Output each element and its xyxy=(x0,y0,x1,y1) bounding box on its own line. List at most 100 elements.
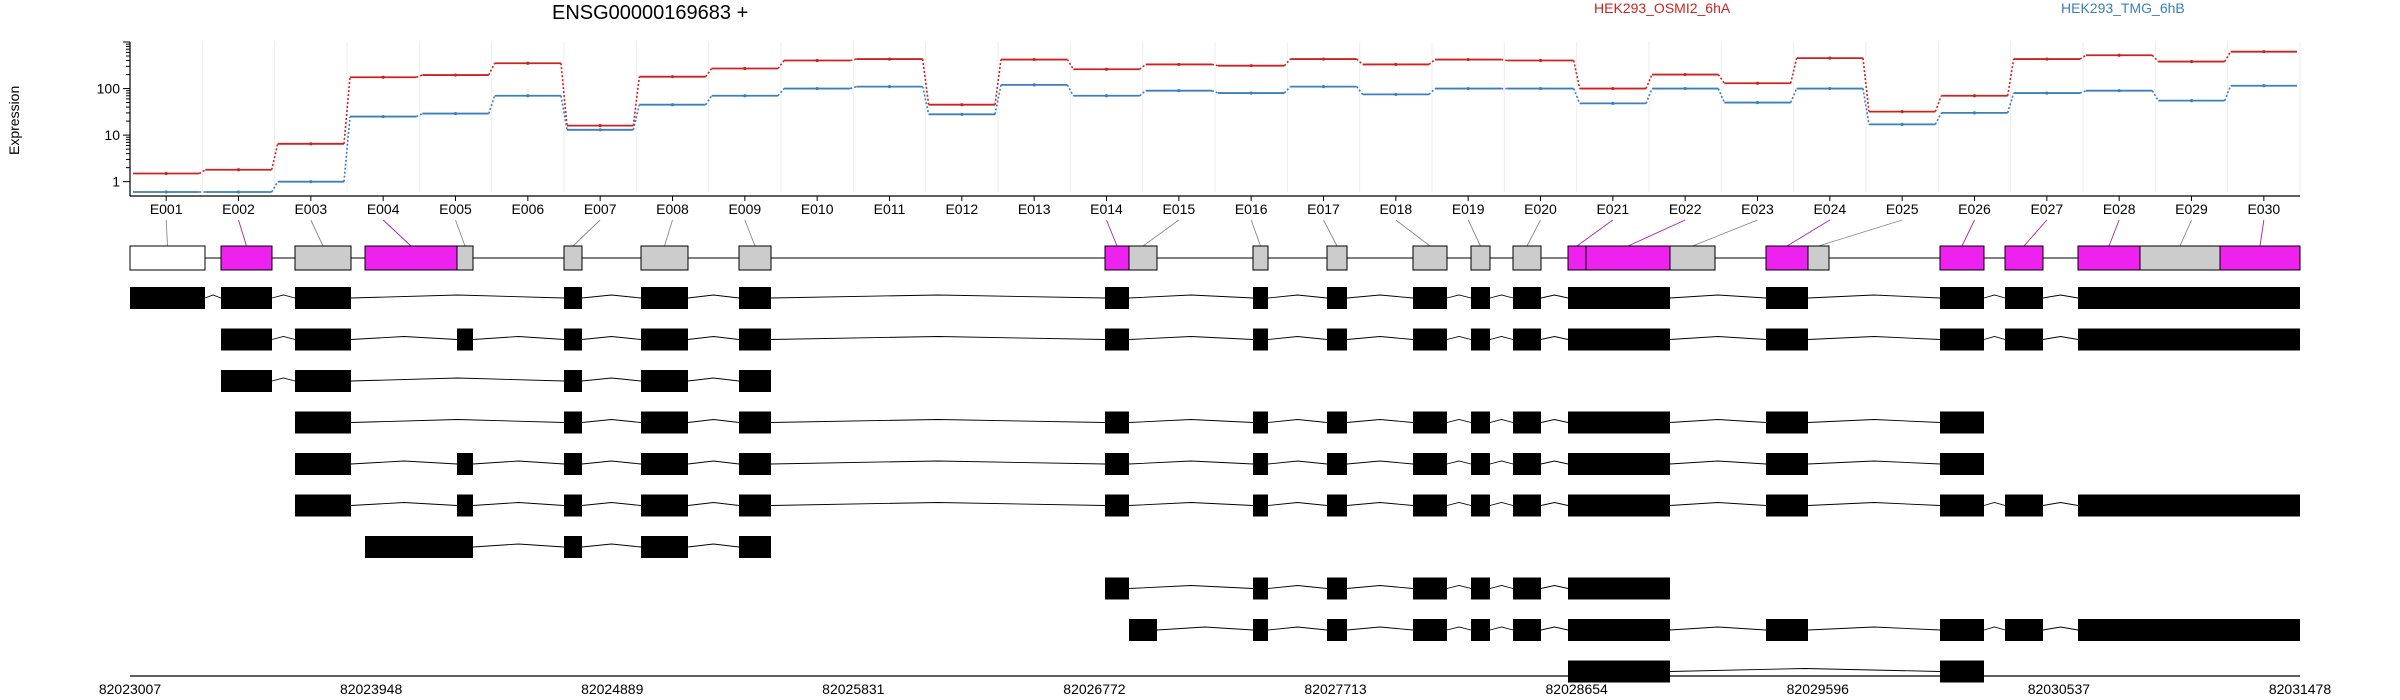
transcript-intron xyxy=(1446,460,1472,465)
transcript-exon xyxy=(1766,494,1808,517)
transcript-exon xyxy=(1413,577,1447,600)
genomic-tick-label: 82023948 xyxy=(340,681,403,697)
exon-connector xyxy=(1142,219,1180,247)
gene-model xyxy=(129,245,2301,271)
transcript-intron xyxy=(687,336,740,340)
exon-label: E019 xyxy=(1452,201,1485,217)
transcript-intron xyxy=(1128,460,1254,465)
series-osmi2-transition xyxy=(343,77,351,144)
series-tmg-point xyxy=(1611,101,1615,105)
transcript-exon xyxy=(564,411,582,434)
series-tmg-transition xyxy=(415,112,423,118)
series-osmi2-transition xyxy=(416,74,423,78)
transcript-intron xyxy=(1267,336,1328,340)
exon-label: E012 xyxy=(945,201,978,217)
exon-label: E006 xyxy=(511,201,544,217)
gene-model-exon xyxy=(456,245,474,271)
series-osmi2-point xyxy=(2262,50,2266,54)
transcript-exon xyxy=(1253,328,1268,351)
transcript-exon xyxy=(1568,453,1670,475)
series-osmi2-transition xyxy=(1645,74,1653,89)
transcript-exon xyxy=(1105,577,1129,600)
transcript-intron xyxy=(1446,336,1472,340)
transcript-intron xyxy=(687,543,740,548)
transcript-intron xyxy=(1807,294,1941,299)
exon-label: E027 xyxy=(2030,201,2063,217)
transcript-exon xyxy=(564,536,582,558)
genomic-tick-label: 82028654 xyxy=(1546,681,1609,697)
series-tmg-transition xyxy=(2223,85,2232,101)
gene-title: ENSG00000169683 + xyxy=(552,2,749,24)
series-tmg-point xyxy=(309,180,313,184)
exon-label: E002 xyxy=(222,201,255,217)
transcript-intron xyxy=(1669,460,1767,465)
transcript-exon xyxy=(1471,411,1490,434)
transcript-intron xyxy=(1669,336,1767,340)
transcript-exon xyxy=(1327,328,1347,351)
series-osmi2-transition xyxy=(1211,63,1219,67)
exon-label: E025 xyxy=(1886,201,1919,217)
transcript-row xyxy=(221,328,2300,351)
series-osmi2-point xyxy=(1032,57,1036,62)
exon-connector xyxy=(165,219,168,247)
series-tmg-transition xyxy=(632,104,641,130)
transcript-intron xyxy=(1267,294,1328,299)
series-osmi2-point xyxy=(1683,72,1687,77)
series-osmi2-point xyxy=(670,75,675,79)
transcript-exon xyxy=(1513,287,1541,309)
transcript-exon xyxy=(1940,328,1984,351)
series-osmi2-transition xyxy=(1283,58,1291,67)
series-osmi2-transition xyxy=(1934,95,1943,112)
transcript-intron xyxy=(1267,626,1328,631)
transcript-exon xyxy=(295,453,351,475)
gene-model-exon xyxy=(1512,245,1542,271)
transcript-exon xyxy=(1513,494,1541,517)
series-osmi2-point xyxy=(887,57,892,61)
transcript-exon xyxy=(1413,453,1447,475)
transcript-exon xyxy=(295,370,351,392)
transcript-row xyxy=(295,494,2300,517)
gene-model-exon xyxy=(738,245,772,271)
transcript-row xyxy=(1105,577,1670,600)
series-osmi2-point xyxy=(1321,57,1326,61)
series-tmg-point xyxy=(1972,111,1977,115)
series-osmi2-point xyxy=(2045,57,2049,61)
transcript-intron xyxy=(687,460,740,465)
transcript-exon xyxy=(1413,494,1447,517)
transcript-exon xyxy=(564,453,582,475)
exon-label: E021 xyxy=(1596,201,1629,217)
series-osmi2-point xyxy=(453,73,458,77)
exon-label: E004 xyxy=(367,201,400,217)
transcript-intron xyxy=(1669,502,1767,506)
transcript-intron xyxy=(770,419,1106,423)
transcript-exon xyxy=(1568,660,1670,683)
transcript-row xyxy=(295,411,1984,434)
genomic-axis: 82023007 82023948 82024889 82025831 82026772… xyxy=(99,675,2331,697)
series-tmg-point xyxy=(2045,91,2049,95)
exon-connector xyxy=(2179,219,2192,247)
transcript-intron xyxy=(472,336,565,340)
transcript-exon xyxy=(1513,453,1541,475)
axes: 1 10 100 xyxy=(97,41,2300,197)
exon-connector xyxy=(2259,219,2265,247)
exon-connector xyxy=(664,219,673,247)
exon-label: E028 xyxy=(2103,201,2136,217)
transcript-intron xyxy=(2042,336,2079,340)
transcript-intron xyxy=(1489,502,1514,506)
exon-connector xyxy=(310,219,324,247)
transcript-exon xyxy=(1105,411,1129,434)
transcript-exon xyxy=(1327,287,1347,309)
transcript-exon xyxy=(1940,411,1984,434)
series-tmg-point xyxy=(1032,83,1036,87)
series-osmi2-transition xyxy=(705,68,713,78)
series-osmi2-transition xyxy=(1139,63,1147,70)
transcript-exon xyxy=(1766,287,1808,309)
series-tmg-transition xyxy=(1428,87,1436,95)
transcript-intron xyxy=(1489,626,1514,631)
transcript-intron xyxy=(1128,336,1254,340)
transcript-intron xyxy=(1669,626,1767,631)
genomic-tick-label: 82029596 xyxy=(1787,681,1850,697)
gene-model-exon xyxy=(1807,245,1830,271)
series-tmg-point xyxy=(1249,91,1253,95)
series-osmi2-transition xyxy=(1428,58,1436,66)
